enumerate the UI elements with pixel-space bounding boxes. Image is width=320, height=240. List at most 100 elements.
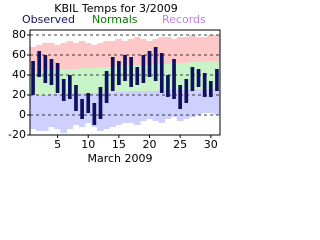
record-high-band (78, 41, 86, 68)
record-low-band (195, 89, 202, 115)
observed-bar (37, 51, 42, 77)
record-low-band (170, 90, 178, 117)
observed-bar (43, 55, 48, 83)
observed-bar (202, 73, 207, 97)
record-low-band (158, 90, 166, 123)
record-low-band (127, 91, 135, 123)
record-high-band (158, 37, 166, 64)
x-tick-label: 30 (204, 138, 218, 151)
record-high-band (97, 43, 104, 67)
chart-title: KBIL Temps for 3/2009 (54, 2, 178, 15)
normal-band (182, 63, 190, 90)
observed-bar (68, 75, 72, 99)
record-high-band (115, 39, 123, 66)
record-high-band (201, 37, 208, 62)
record-high-band (103, 41, 110, 67)
normal-band (72, 69, 80, 93)
record-high-band (195, 37, 202, 62)
record-low-band (182, 90, 190, 119)
normal-band (91, 68, 98, 93)
observed-bar (104, 71, 109, 103)
observed-bar (215, 69, 219, 91)
observed-bar (80, 99, 84, 119)
record-low-band (133, 91, 141, 125)
record-high-band (176, 37, 184, 63)
record-low-band (207, 89, 215, 113)
legend-label: Observed (22, 13, 75, 26)
observed-bar (178, 85, 182, 109)
record-high-band (72, 43, 80, 69)
normal-band (146, 65, 153, 91)
record-high-band (127, 39, 135, 66)
observed-bar (117, 61, 121, 85)
record-high-band (48, 43, 55, 70)
observed-bar (159, 53, 164, 93)
record-low-band (140, 91, 147, 121)
normal-band (97, 67, 104, 93)
observed-bar (166, 75, 170, 97)
record-low-band (213, 89, 221, 115)
record-high-band (164, 37, 172, 64)
record-low-band (48, 94, 55, 127)
record-low-band (115, 92, 123, 125)
observed-bar (86, 93, 91, 113)
observed-bar (135, 67, 140, 85)
record-high-band (207, 35, 215, 61)
record-low-band (35, 95, 43, 131)
observed-bar (49, 59, 54, 85)
observed-bar (74, 85, 78, 111)
observed-bar (129, 57, 133, 87)
record-low-band (164, 90, 172, 119)
y-tick-label: 40 (12, 68, 26, 81)
observed-bar (184, 79, 189, 103)
record-high-band (91, 45, 98, 68)
record-low-band (29, 95, 37, 129)
x-tick-label: 25 (173, 138, 187, 151)
record-high-band (213, 35, 221, 61)
record-high-band (66, 41, 74, 69)
normal-band (78, 68, 86, 93)
record-low-band (121, 92, 129, 123)
x-tick-label: 20 (143, 138, 157, 151)
observed-bar (141, 55, 146, 83)
record-low-band (152, 91, 159, 121)
x-axis-label: March 2009 (87, 152, 152, 165)
x-tick-label: 5 (54, 138, 61, 151)
record-high-band (189, 35, 196, 62)
record-high-band (170, 39, 178, 63)
observed-bar (147, 51, 152, 77)
observed-bar (55, 63, 60, 93)
y-tick-label: -20 (8, 128, 26, 141)
y-tick-label: 20 (12, 88, 26, 101)
record-high-band (29, 47, 37, 71)
normal-band (84, 68, 92, 93)
y-tick-label: 80 (12, 28, 26, 41)
record-low-band (201, 89, 208, 113)
legend-label: Records (162, 13, 206, 26)
x-tick-label: 15 (112, 138, 126, 151)
record-high-band (133, 37, 141, 65)
chart: KBIL Temps for 3/2009 March 2009 Observe… (8, 2, 221, 165)
observed-bar (196, 69, 201, 87)
record-low-band (42, 95, 49, 131)
record-low-band (146, 91, 153, 119)
observed-bar (110, 57, 115, 91)
observed-bar (208, 81, 213, 97)
record-high-band (60, 43, 68, 69)
record-low-band (60, 94, 68, 133)
record-high-band (109, 41, 117, 67)
observed-bar (92, 103, 97, 125)
observed-bar (31, 61, 35, 95)
observed-bar (123, 55, 127, 81)
observed-bar (153, 47, 158, 81)
observed-bar (190, 67, 195, 91)
plot-frame (29, 29, 221, 136)
normal-band (35, 71, 43, 95)
record-high-band (121, 41, 129, 66)
record-low-band (103, 92, 110, 129)
record-high-band (140, 39, 147, 65)
y-tick-label: 0 (19, 108, 26, 121)
observed-bar (98, 87, 103, 119)
record-high-band (84, 43, 92, 68)
x-tick-label: 10 (81, 138, 95, 151)
